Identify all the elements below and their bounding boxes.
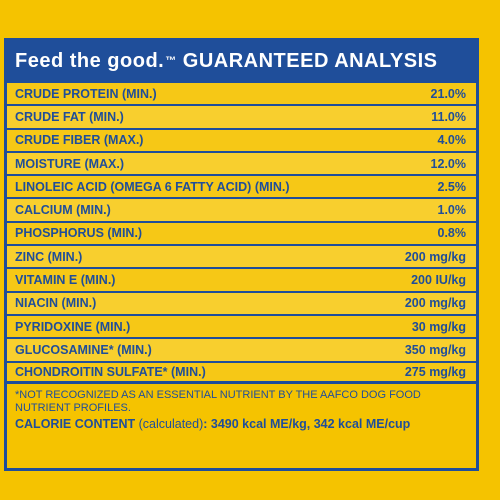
nutrient-label: CRUDE FAT (MIN.) (15, 109, 124, 124)
nutrient-value: 200 mg/kg (404, 249, 466, 264)
nutrient-value: 12.0% (430, 156, 466, 171)
calorie-label: CALORIE CONTENT (15, 416, 136, 431)
brand-tagline: Feed the good. (15, 49, 165, 72)
nutrient-value: 350 mg/kg (404, 342, 466, 357)
aafco-footnote: *NOT RECOGNIZED AS AN ESSENTIAL NUTRIENT… (15, 388, 421, 414)
analysis-title: GUARANTEED ANALYSIS (182, 49, 438, 72)
nutrient-label: VITAMIN E (MIN.) (15, 273, 116, 288)
analysis-table: CRUDE PROTEIN (MIN.) 21.0% CRUDE FAT (MIN… (7, 81, 476, 384)
trademark-symbol: ™ (165, 55, 177, 67)
nutrient-value: 2.5% (437, 179, 467, 194)
nutrient-label: NIACIN (MIN.) (15, 296, 97, 311)
calorie-value: : 3490 kcal ME/kg, 342 kcal ME/cup (203, 416, 411, 431)
nutrient-label: MOISTURE (MAX.) (15, 156, 125, 171)
nutrient-value: 1.0% (437, 203, 467, 218)
table-row: CRUDE FAT (MIN.) 11.0% (7, 104, 476, 128)
table-row: LINOLEIC ACID (OMEGA 6 FATTY ACID) (MIN.… (7, 174, 476, 198)
table-row: MOISTURE (MAX.) 12.0% (7, 150, 476, 175)
nutrient-label: CRUDE PROTEIN (MIN.) (15, 86, 157, 101)
nutrient-value: 0.8% (437, 226, 467, 241)
table-row: PHOSPHORUS (MIN.) 0.8% (7, 220, 476, 245)
calorie-content: CALORIE CONTENT (calculated): 3490 kcal … (15, 417, 468, 431)
table-row: CRUDE FIBER (MAX.) 4.0% (7, 127, 476, 151)
nutrient-value: 200 IU/kg (411, 273, 466, 288)
nutrient-label: ZINC (MIN.) (15, 249, 83, 264)
table-row: GLUCOSAMINE* (MIN.) 350 mg/kg (7, 337, 476, 361)
table-row: CHONDROITIN SULFATE* (MIN.) 275 mg/kg (7, 360, 476, 384)
nutrient-value: 21.0% (430, 86, 466, 101)
calorie-calculated-note: (calculated) (138, 416, 204, 431)
nutrient-value: 4.0% (437, 133, 467, 148)
table-row: NIACIN (MIN.) 200 mg/kg (7, 290, 476, 314)
nutrient-label: CHONDROITIN SULFATE* (MIN.) (15, 364, 206, 379)
table-row: CALCIUM (MIN.) 1.0% (7, 197, 476, 221)
nutrient-value: 11.0% (431, 109, 466, 124)
nutrient-label: LINOLEIC ACID (OMEGA 6 FATTY ACID) (MIN.… (15, 179, 290, 194)
nutrient-value: 200 mg/kg (404, 296, 466, 311)
table-row: VITAMIN E (MIN.) 200 IU/kg (7, 267, 476, 291)
nutrient-label: CRUDE FIBER (MAX.) (15, 133, 144, 148)
nutrient-label: CALCIUM (MIN.) (15, 203, 111, 218)
analysis-header: Feed the good. ™ GUARANTEED ANALYSIS (7, 41, 476, 81)
nutrient-label: GLUCOSAMINE* (MIN.) (15, 342, 152, 357)
table-row: ZINC (MIN.) 200 mg/kg (7, 244, 476, 268)
nutrient-label: PHOSPHORUS (MIN.) (15, 226, 143, 241)
table-row: PYRIDOXINE (MIN.) 30 mg/kg (7, 313, 476, 338)
table-row: CRUDE PROTEIN (MIN.) 21.0% (7, 81, 476, 105)
nutrient-label: PYRIDOXINE (MIN.) (15, 319, 131, 334)
nutrient-value: 275 mg/kg (404, 364, 466, 379)
nutrient-value: 30 mg/kg (411, 319, 466, 334)
guaranteed-analysis-panel: Feed the good. ™ GUARANTEED ANALYSIS CRUD… (4, 38, 479, 471)
